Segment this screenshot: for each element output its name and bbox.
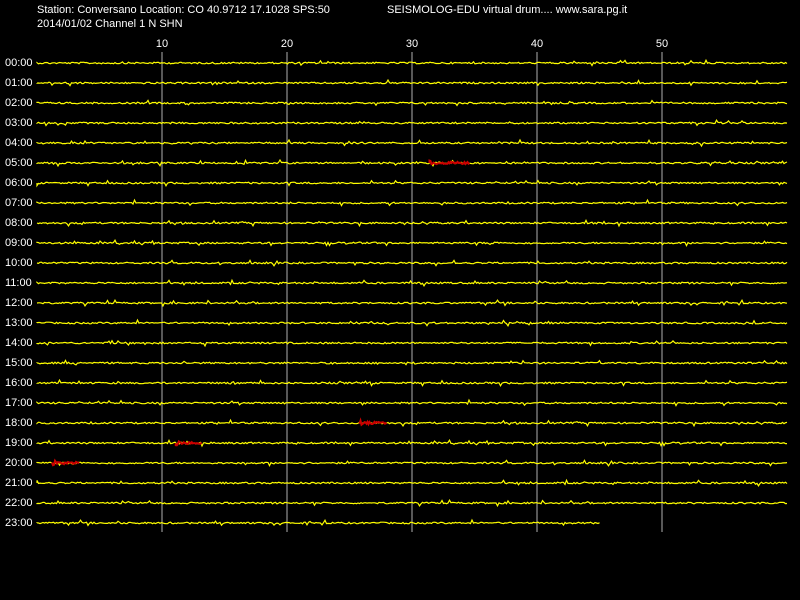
x-tick-label: 50: [656, 38, 668, 50]
trace: [36, 119, 788, 127]
date-channel: 2014/01/02 Channel 1 N SHN: [37, 18, 183, 30]
hour-label: 05:00: [5, 157, 33, 169]
hour-label: 11:00: [5, 277, 32, 289]
hour-label: 00:00: [5, 57, 33, 69]
hour-label: 17:00: [5, 397, 33, 409]
trace: [36, 158, 788, 168]
trace: [36, 298, 788, 308]
x-tick-label: 40: [531, 38, 543, 50]
hour-label: 23:00: [5, 517, 33, 529]
hour-label: 01:00: [5, 77, 33, 89]
x-tick-label: 10: [156, 38, 168, 50]
hour-label: 10:00: [5, 257, 33, 269]
trace: [36, 219, 788, 228]
trace: [36, 398, 788, 407]
hour-label: 22:00: [5, 497, 33, 509]
trace: [36, 378, 788, 388]
hour-label: 07:00: [5, 197, 33, 209]
hour-label: 16:00: [5, 377, 33, 389]
trace: [36, 138, 788, 148]
x-tick-label: 30: [406, 38, 418, 50]
trace: [36, 259, 788, 267]
app-title: SEISMOLOG-EDU virtual drum.... www.sara.…: [387, 4, 627, 16]
x-tick-label: 20: [281, 38, 293, 50]
trace: [36, 58, 788, 67]
hour-label: 06:00: [5, 177, 33, 189]
hour-label: 03:00: [5, 117, 33, 129]
trace: [36, 179, 788, 188]
trace: [36, 278, 788, 287]
seismic-event: [174, 439, 202, 447]
hour-label: 14:00: [5, 337, 33, 349]
hour-label: 12:00: [5, 297, 33, 309]
seismic-event: [51, 458, 80, 467]
trace: [36, 459, 788, 467]
trace: [36, 438, 787, 448]
trace: [36, 478, 788, 487]
trace: [36, 78, 788, 87]
seismic-event: [428, 159, 471, 166]
hour-label: 21:00: [5, 477, 33, 489]
hour-label: 09:00: [5, 237, 33, 249]
trace: [36, 359, 788, 366]
trace: [36, 198, 788, 207]
trace: [36, 339, 788, 348]
trace: [36, 498, 788, 508]
trace: [36, 418, 788, 428]
hour-label: 15:00: [5, 357, 33, 369]
hour-label: 20:00: [5, 457, 33, 469]
station-info: Station: Conversano Location: CO 40.9712…: [37, 4, 330, 16]
hour-label: 13:00: [5, 317, 33, 329]
hour-label: 19:00: [5, 437, 33, 449]
seismic-event: [358, 417, 388, 427]
hour-label: 02:00: [5, 97, 33, 109]
trace: [36, 318, 788, 328]
trace: [36, 238, 788, 247]
hour-label: 08:00: [5, 217, 33, 229]
trace: [36, 99, 788, 107]
trace: [36, 518, 600, 527]
hour-label: 04:00: [5, 137, 33, 149]
hour-label: 18:00: [5, 417, 33, 429]
